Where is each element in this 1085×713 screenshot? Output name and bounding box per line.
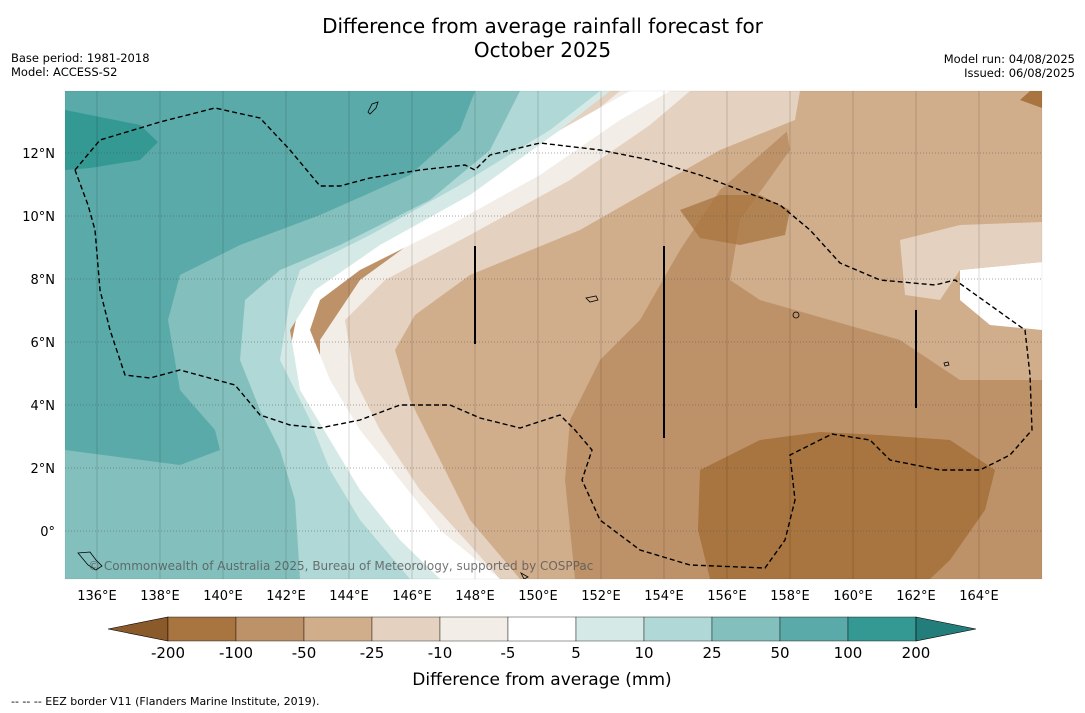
colorbar-extend-high xyxy=(915,616,977,642)
base-period-text: Base period: 1981-2018 xyxy=(11,51,150,65)
colorbar-tick-label: 10 xyxy=(634,644,653,662)
meta-right: Model run: 04/08/2025 Issued: 06/08/2025 xyxy=(944,52,1075,80)
region-minus-100-south xyxy=(698,432,995,579)
region-markers xyxy=(474,246,917,438)
colorbar-swatch xyxy=(303,616,373,642)
colorbar-tick-label: -200 xyxy=(151,644,185,662)
colorbar-tick-label: 100 xyxy=(834,644,863,662)
x-tick-label: 140°E xyxy=(203,589,243,604)
x-tick-label: 142°E xyxy=(266,589,306,604)
y-tick-label: 12°N xyxy=(22,147,55,162)
eez-footnote: -- -- -- EEZ border V11 (Flanders Marine… xyxy=(11,695,320,708)
copyright-text: © Commonwealth of Australia 2025, Bureau… xyxy=(88,559,593,573)
y-axis-labels: 12°N 10°N 8°N 6°N 4°N 2°N 0° xyxy=(22,147,55,540)
colorbar-tick-label: -5 xyxy=(501,644,516,662)
colorbar-swatch xyxy=(575,616,645,642)
graticule xyxy=(65,152,1042,532)
map-title: Difference from average rainfall forecas… xyxy=(0,14,1085,62)
colorbar-tick-label: 5 xyxy=(571,644,581,662)
colorbar-swatch xyxy=(847,616,917,642)
colorbar-title: Difference from average (mm) xyxy=(412,670,671,690)
colorbar-swatch xyxy=(711,616,781,642)
x-tick-label: 158°E xyxy=(770,589,810,604)
colorbar-tick-label: -25 xyxy=(360,644,385,662)
colorbar-tick-label: -100 xyxy=(219,644,253,662)
y-tick-label: 4°N xyxy=(31,399,56,414)
x-tick-label: 160°E xyxy=(833,589,873,604)
title-line-1: Difference from average rainfall forecas… xyxy=(322,14,763,38)
y-tick-label: 0° xyxy=(40,525,55,540)
y-tick-label: 10°N xyxy=(22,210,55,225)
colorbar-extend-low xyxy=(107,616,169,642)
colorbar-swatch xyxy=(439,616,509,642)
x-tick-label: 162°E xyxy=(896,589,936,604)
islands xyxy=(77,101,950,579)
x-tick-label: 156°E xyxy=(707,589,747,604)
x-axis-labels: 136°E 138°E 140°E 142°E 144°E 146°E 148°… xyxy=(77,589,999,604)
colorbar: -200 -100 -50 -25 -10 -5 5 10 25 50 100 200 xyxy=(107,616,977,662)
colorbar-tick-label: -10 xyxy=(428,644,453,662)
colorbar-tick-label: 200 xyxy=(902,644,931,662)
x-tick-label: 136°E xyxy=(77,589,117,604)
x-tick-label: 144°E xyxy=(329,589,369,604)
colorbar-swatch xyxy=(167,616,237,642)
y-tick-label: 8°N xyxy=(31,273,56,288)
y-tick-label: 2°N xyxy=(31,462,56,477)
x-tick-label: 150°E xyxy=(518,589,558,604)
colorbar-swatch xyxy=(235,616,305,642)
colorbar-swatch xyxy=(643,616,713,642)
eez-border xyxy=(74,107,1033,569)
colorbar-tick-label: -50 xyxy=(292,644,317,662)
x-tick-label: 138°E xyxy=(140,589,180,604)
colorbar-swatch xyxy=(779,616,849,642)
model-run-text: Model run: 04/08/2025 xyxy=(943,52,1075,66)
region-minus-10-east xyxy=(900,222,1042,300)
map-plot-area: © Commonwealth of Australia 2025, Bureau… xyxy=(65,91,1042,579)
title-line-2: October 2025 xyxy=(473,38,612,62)
region-minus-100-north xyxy=(680,195,790,245)
x-tick-label: 148°E xyxy=(455,589,495,604)
colorbar-swatch xyxy=(507,616,577,642)
region-minus-25-to-minus-50-east xyxy=(730,91,1042,380)
colorbar-tick-label: 50 xyxy=(770,644,789,662)
colorbar-tick-label: 25 xyxy=(702,644,721,662)
x-tick-label: 154°E xyxy=(644,589,684,604)
y-tick-label: 6°N xyxy=(31,336,56,351)
plot-frame xyxy=(64,90,1043,580)
x-tick-label: 164°E xyxy=(959,589,999,604)
region-minus-100-corner xyxy=(1020,91,1042,108)
x-tick-label: 152°E xyxy=(581,589,621,604)
meta-left: Base period: 1981-2018 Model: ACCESS-S2 xyxy=(11,51,150,79)
model-text: Model: ACCESS-S2 xyxy=(11,65,118,79)
issued-text: Issued: 06/08/2025 xyxy=(964,66,1075,80)
colorbar-swatch xyxy=(371,616,441,642)
region-50-to-100 xyxy=(65,91,475,465)
x-tick-label: 146°E xyxy=(392,589,432,604)
